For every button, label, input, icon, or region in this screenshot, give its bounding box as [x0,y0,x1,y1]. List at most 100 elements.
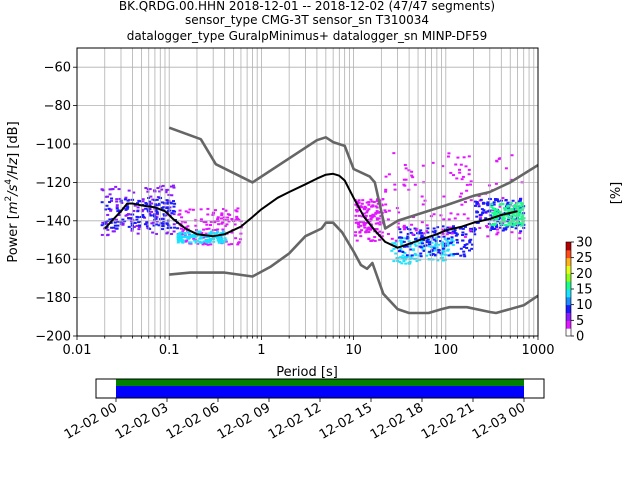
density-cell [116,220,120,223]
density-cell [108,201,112,204]
timeline-tick-label: 12-02 03 [113,400,171,442]
density-cell [393,241,397,244]
density-cell [426,231,430,234]
density-cell [103,220,107,223]
density-cell [369,239,373,242]
density-cell [228,213,232,216]
density-cell [165,199,169,202]
density-cell [181,239,185,242]
density-cell [154,217,158,220]
density-cell [227,243,231,246]
density-cell [187,232,191,235]
density-cell [361,199,365,202]
density-cell [157,202,161,205]
density-cell [519,201,523,204]
density-cell [514,221,518,224]
density-cell [127,217,131,220]
density-cell [130,229,134,232]
density-cell [452,230,456,233]
density-cell [170,212,174,215]
density-cell [166,227,170,230]
density-cell [358,221,362,224]
density-cell [206,243,210,246]
density-cell [357,226,361,229]
density-cell [514,227,518,230]
density-cell [403,255,407,258]
density-cell [432,238,436,241]
density-cell [434,239,438,242]
density-cell [115,200,119,203]
density-cell [434,238,438,241]
density-cell [164,206,168,209]
density-cell [105,204,109,207]
density-cell [356,209,360,212]
density-cell [106,233,110,236]
density-cell [114,218,118,221]
colorbar-tick-label: 10 [576,298,593,313]
x-tick-label: 0.1 [159,343,180,358]
density-cell [507,222,511,225]
density-cell [501,229,505,232]
density-cell [486,235,490,238]
density-cell [209,243,213,246]
density-cell [109,209,113,212]
density-cell [437,249,441,252]
density-cell [103,208,107,211]
density-cell [447,231,451,234]
density-cell [402,228,406,231]
density-cell [413,227,417,230]
density-cell [410,223,414,226]
density-cell [166,206,170,209]
density-cell [516,206,520,209]
density-cell [520,216,524,219]
density-cell [179,237,183,240]
density-cell [505,203,509,206]
density-cell [192,239,196,242]
density-cell [372,215,376,218]
colorbar-segment [566,249,571,259]
density-cell [422,249,426,252]
density-cell [445,239,449,242]
density-cell [233,223,237,226]
density-cell [405,237,409,240]
density-cell [140,210,144,213]
density-cell [418,242,422,245]
colorbar-segment [566,296,571,306]
density-cell [380,198,384,201]
density-cell [520,208,524,211]
density-cell [184,226,188,229]
density-cell [399,256,403,259]
density-cell [135,224,139,227]
density-cell [503,214,507,217]
density-cell [462,246,466,249]
x-tick-label: 1 [257,343,265,358]
density-cell [213,220,217,223]
density-cell [455,233,459,236]
density-cell [144,187,148,190]
density-cell [106,213,110,216]
density-cell [360,215,364,218]
colorbar-segment [566,328,571,337]
density-cell [363,226,367,229]
density-cell [399,247,403,250]
density-cell [204,232,208,235]
density-cell [371,214,375,217]
density-cell [161,222,165,225]
density-cell [125,213,129,216]
density-cell [166,211,170,214]
density-cell [181,235,185,238]
density-cell [205,235,209,238]
density-cell [207,236,211,239]
density-cell [186,230,190,233]
density-cell [162,220,166,223]
density-cell [362,222,366,225]
density-cell [501,203,505,206]
density-cell [127,189,131,192]
timeline-tick-label: 12-02 06 [164,400,222,442]
density-cell [356,222,360,225]
density-cell [182,228,186,231]
density-cell [464,165,468,168]
density-cell [148,212,152,215]
density-cell [482,202,486,205]
